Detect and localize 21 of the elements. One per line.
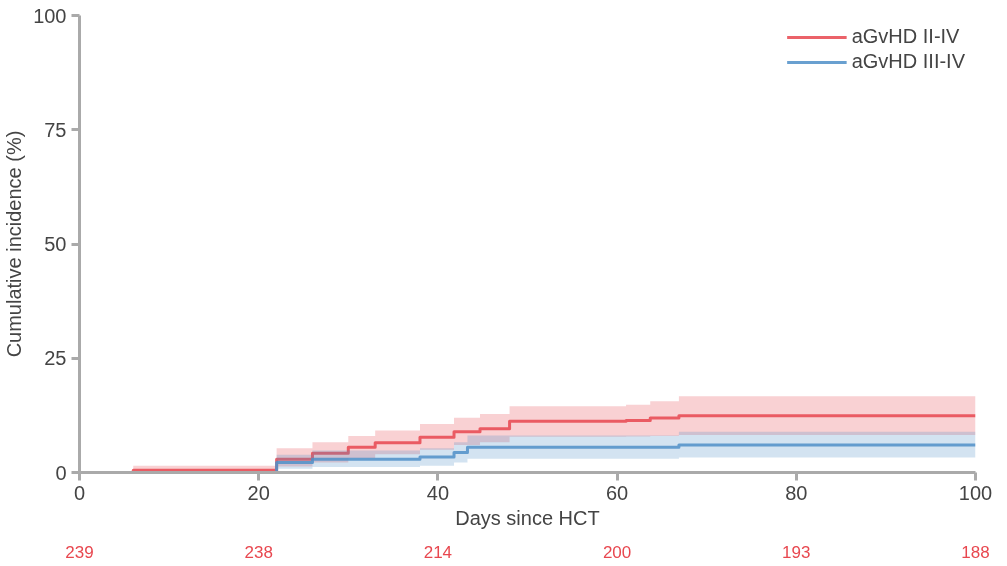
y-tick-label: 75 — [44, 118, 67, 141]
y-tick-label: 50 — [44, 233, 67, 255]
x-tick-label: 80 — [785, 481, 808, 504]
x-tick-label: 60 — [605, 481, 629, 504]
legend-label: aGvHD III-IV — [851, 50, 965, 73]
y-tick-label: 100 — [33, 4, 67, 27]
x-tick-label: 100 — [958, 481, 993, 504]
text: 239 — [65, 542, 94, 562]
y-tick-label: 0 — [55, 461, 67, 484]
x-axis-title: Days since HCT — [455, 506, 600, 529]
text: 200 — [602, 542, 632, 562]
x-tick-label: 0 — [73, 481, 86, 504]
y-axis-title: Cumulative incidence (%) — [3, 130, 26, 358]
text: 188 — [961, 542, 990, 562]
x-tick-label: 20 — [247, 481, 270, 504]
text: 193 — [782, 542, 811, 562]
y-tick-label: 25 — [44, 347, 67, 370]
legend-label: aGvHD II-IV — [851, 25, 960, 48]
x-tick-label: 40 — [426, 481, 450, 504]
text: 238 — [244, 542, 273, 562]
text: 214 — [423, 542, 453, 562]
